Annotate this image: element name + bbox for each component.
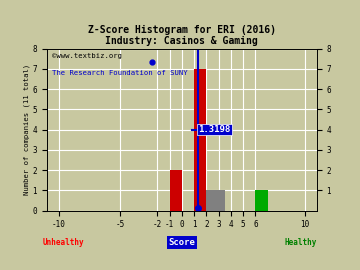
Text: The Research Foundation of SUNY: The Research Foundation of SUNY: [52, 70, 188, 76]
Bar: [170, 170, 182, 211]
Bar: [206, 190, 225, 211]
Title: Z-Score Histogram for ERI (2016)
Industry: Casinos & Gaming: Z-Score Histogram for ERI (2016) Industr…: [88, 25, 276, 46]
Text: 1.3198: 1.3198: [199, 125, 231, 134]
Text: Healthy: Healthy: [284, 238, 317, 247]
Bar: [256, 190, 268, 211]
Text: Score: Score: [168, 238, 195, 247]
Y-axis label: Number of companies (11 total): Number of companies (11 total): [23, 64, 30, 195]
Text: ©www.textbiz.org: ©www.textbiz.org: [52, 53, 122, 59]
Text: Unhealthy: Unhealthy: [42, 238, 84, 247]
Bar: [194, 69, 206, 211]
